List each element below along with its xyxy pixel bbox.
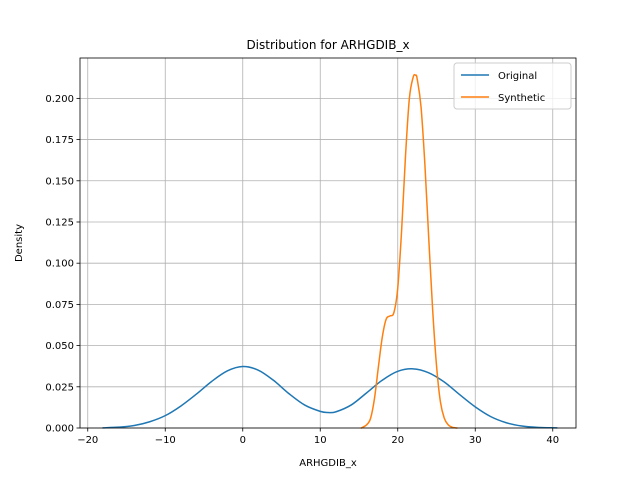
legend-label: Synthetic xyxy=(498,93,545,104)
x-axis-label: ARHGDIB_x xyxy=(299,458,357,469)
x-tick-label: 10 xyxy=(314,435,327,446)
y-axis-label: Density xyxy=(14,224,25,262)
chart-title: Distribution for ARHGDIB_x xyxy=(246,38,409,52)
series-line-original xyxy=(102,365,558,429)
y-tick-label: 0.075 xyxy=(45,300,74,311)
y-axis-ticks: 0.000 0.025 0.050 0.075 0.100 0.125 0.150 0.175… xyxy=(45,94,80,435)
y-tick-label: 0.200 xyxy=(45,94,74,105)
x-tick-label: 20 xyxy=(391,435,404,446)
plot-frame xyxy=(79,57,577,429)
legend-label: Original xyxy=(498,71,537,82)
y-tick-label: 0.050 xyxy=(45,341,74,352)
legend: Original Synthetic xyxy=(453,62,572,110)
y-tick-label: 0.175 xyxy=(45,135,74,146)
x-tick-label: 30 xyxy=(469,435,482,446)
y-tick-label: 0.025 xyxy=(45,382,74,393)
y-tick-label: 0.150 xyxy=(45,176,74,187)
x-axis-ticks: −20 −10 0 10 20 30 40 xyxy=(77,428,559,446)
x-tick-label: 40 xyxy=(546,435,559,446)
y-tick-label: 0.125 xyxy=(45,217,74,228)
y-tick-label: 0.100 xyxy=(45,259,74,270)
x-tick-label: 0 xyxy=(240,435,246,446)
series-lines xyxy=(102,73,558,430)
y-tick-label: 0.000 xyxy=(45,424,74,435)
x-tick-label: −10 xyxy=(155,435,176,446)
series-line-synthetic xyxy=(360,73,458,430)
x-tick-label: −20 xyxy=(77,435,98,446)
